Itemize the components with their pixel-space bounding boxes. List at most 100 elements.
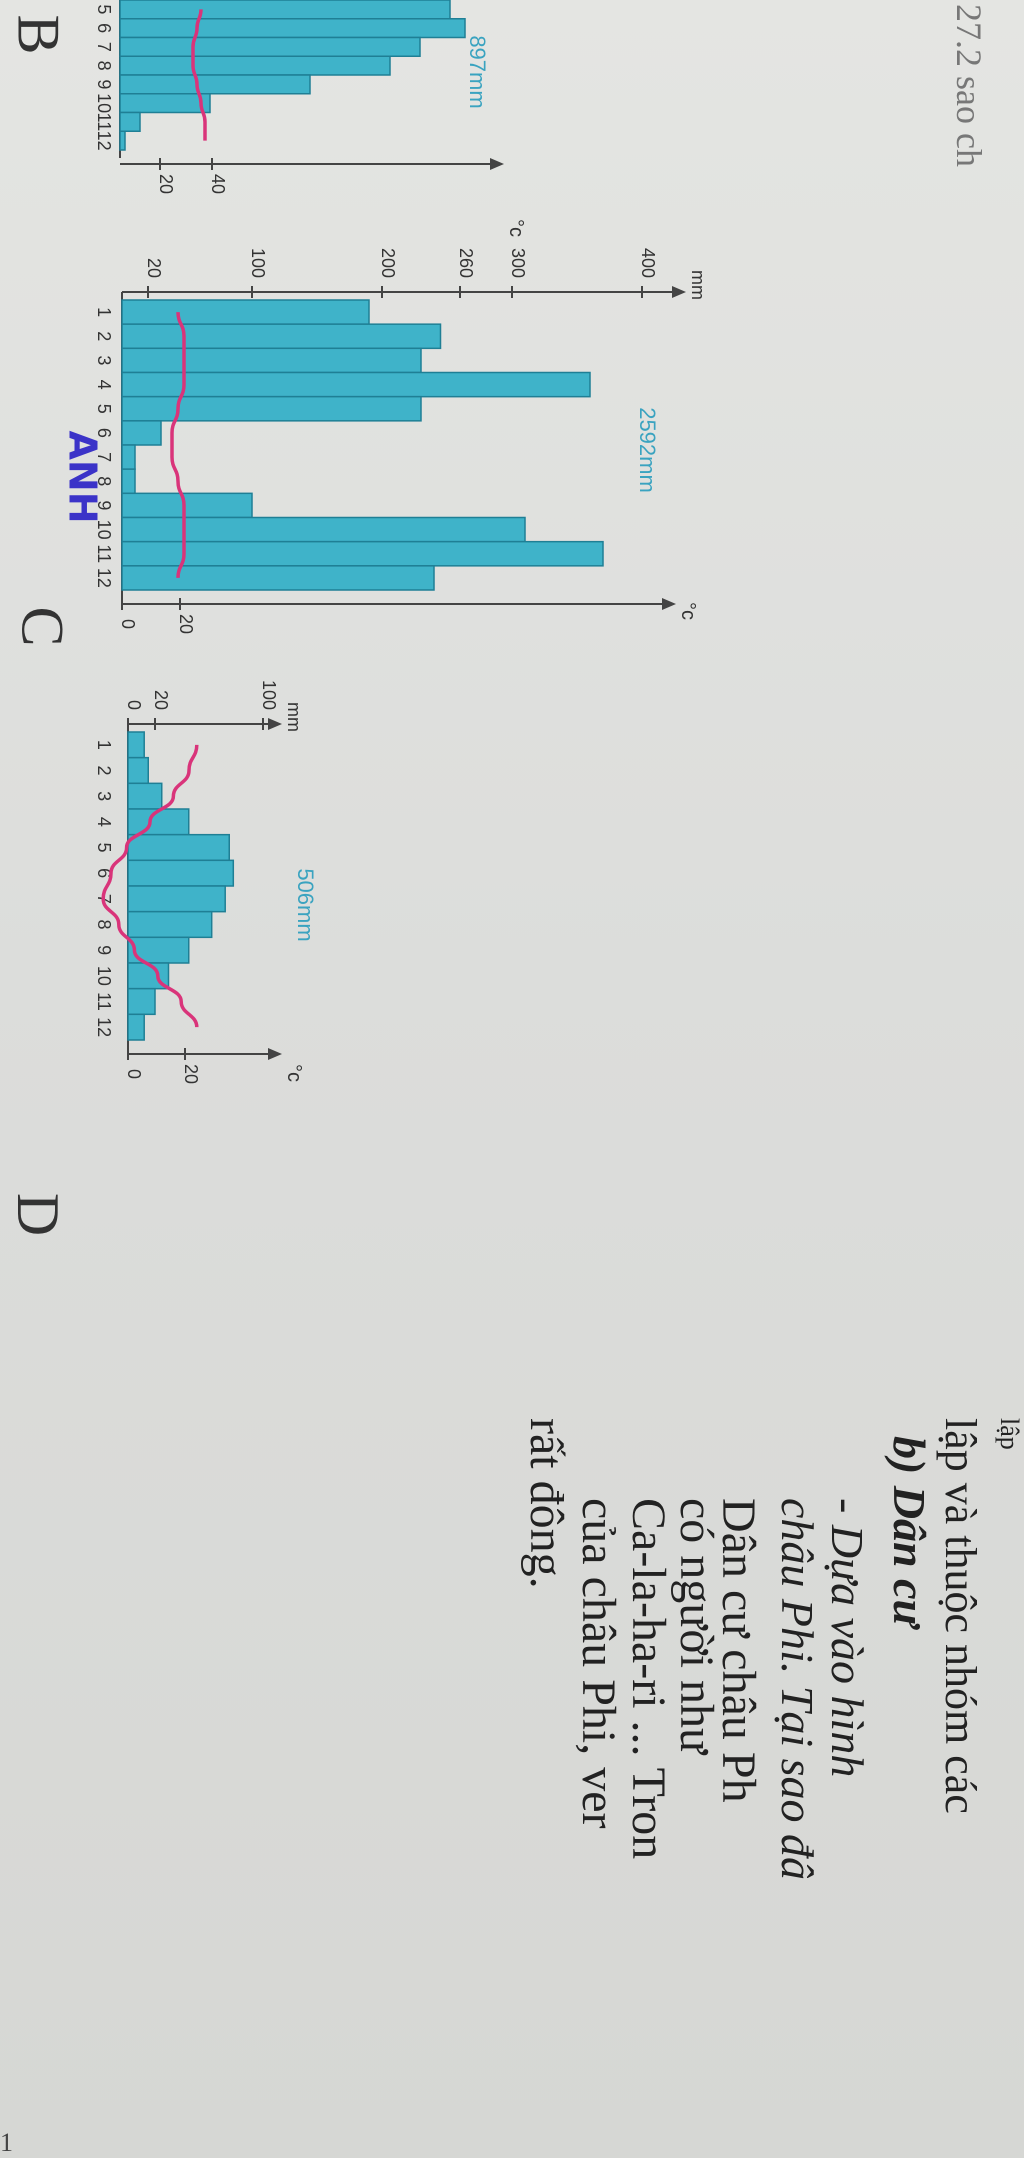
month-label: 7 [94, 452, 114, 462]
temperature-unit-label: °c [505, 219, 527, 237]
total-precip-label: 2592mm [635, 407, 660, 493]
precip-bar [119, 93, 211, 114]
temperature-axis-arrow [268, 1048, 282, 1060]
precip-bar [127, 782, 163, 810]
precip-bar [121, 492, 253, 519]
month-label: 10 [94, 93, 114, 113]
precip-bar [121, 516, 526, 543]
month-label: 9 [94, 945, 114, 955]
precip-bar [121, 540, 604, 567]
precip-tick-label: 100 [259, 680, 279, 710]
precip-bar [121, 347, 422, 374]
month-label: 9 [94, 79, 114, 89]
precip-bar [127, 1013, 145, 1041]
month-label: 6 [94, 23, 114, 33]
precip-bar [121, 323, 442, 350]
precip-tick-label: 300 [508, 248, 528, 278]
temperature-tick-label: 0 [118, 619, 138, 629]
text-line: Ca-la-ha-ri ... Tron [622, 1498, 675, 1860]
precip-bar [121, 371, 591, 398]
month-label: 4 [94, 380, 114, 390]
precip-tick-label: 200 [378, 248, 398, 278]
precip-bar [127, 731, 145, 759]
month-label: 9 [94, 500, 114, 510]
temperature-tick-label: 20 [176, 614, 196, 634]
month-label: 12 [94, 568, 114, 588]
temperature-unit-label: °c [677, 602, 699, 620]
temperature-line [191, 9, 207, 141]
precip-bar [121, 565, 435, 591]
text-line: b) Dân cư [884, 1436, 935, 1628]
total-precip-label: 506mm [293, 868, 318, 941]
total-precip-label: 897mm [465, 35, 490, 108]
precip-unit-label: mm [284, 702, 304, 732]
precip-bar [121, 444, 136, 470]
month-label: 11 [94, 544, 114, 563]
precip-axis-arrow [268, 718, 282, 730]
text-line: - Dựa vào hình [822, 1498, 873, 1778]
month-label: 4 [94, 817, 114, 827]
text-line: lập [995, 1418, 1024, 1450]
page-number: 1 [0, 2128, 13, 2157]
precip-tick-label: 20 [144, 258, 164, 278]
month-label: 11 [94, 113, 114, 132]
precip-bar [127, 910, 213, 939]
precip-bar [121, 468, 136, 495]
temperature-tick-label: 0 [124, 1069, 144, 1079]
month-label: 5 [94, 4, 114, 14]
month-label: 10 [94, 966, 114, 986]
precip-bar [119, 111, 141, 132]
temperature-unit-label: °c [283, 1064, 305, 1082]
month-label: 1 [94, 307, 114, 317]
month-label: 12 [94, 1017, 114, 1037]
text-line: có người như [670, 1498, 723, 1755]
month-label: 2 [94, 331, 114, 341]
precip-bar [127, 833, 230, 862]
month-label: 7 [94, 42, 114, 52]
month-label: 8 [94, 919, 114, 929]
precip-bar [121, 420, 162, 446]
month-label: 5 [94, 404, 114, 414]
temperature-tick-label: 40 [208, 174, 228, 194]
precip-bar [127, 885, 226, 913]
precip-bar [119, 0, 451, 20]
precip-tick-label: 0 [124, 700, 144, 710]
precip-tick-label: 260 [456, 248, 476, 278]
precip-bar [119, 130, 126, 151]
month-label: 6 [94, 428, 114, 438]
month-label: 8 [94, 61, 114, 71]
precip-bar [119, 55, 391, 76]
temperature-axis-arrow [662, 598, 676, 610]
precip-bar [119, 18, 466, 39]
text-line: của châu Phi, ver [572, 1498, 625, 1829]
precip-bar [119, 36, 421, 57]
month-label: 6 [94, 868, 114, 878]
text-line: rất đông. [520, 1418, 573, 1589]
month-label: 5 [94, 842, 114, 852]
temperature-line [170, 312, 186, 578]
temperature-axis-arrow [490, 158, 504, 170]
precip-bar [119, 74, 311, 95]
temperature-line [101, 744, 199, 1028]
precip-bar [121, 299, 370, 325]
precip-axis-arrow [672, 286, 686, 298]
month-label: 8 [94, 476, 114, 486]
precip-tick-label: 100 [248, 248, 268, 278]
temperature-tick-label: 20 [156, 174, 176, 194]
month-label: 2 [94, 765, 114, 775]
month-label: 12 [94, 131, 114, 151]
precip-bar [127, 859, 235, 887]
precip-tick-label: 400 [638, 248, 658, 278]
month-label: 11 [94, 992, 114, 1011]
precip-unit-label: mm [688, 270, 708, 300]
precip-bar [127, 808, 190, 836]
text-line: lập và thuộc nhóm các [936, 1418, 985, 1814]
temperature-tick-label: 20 [181, 1064, 201, 1084]
month-label: 1 [94, 740, 114, 750]
month-label: 3 [94, 355, 114, 365]
